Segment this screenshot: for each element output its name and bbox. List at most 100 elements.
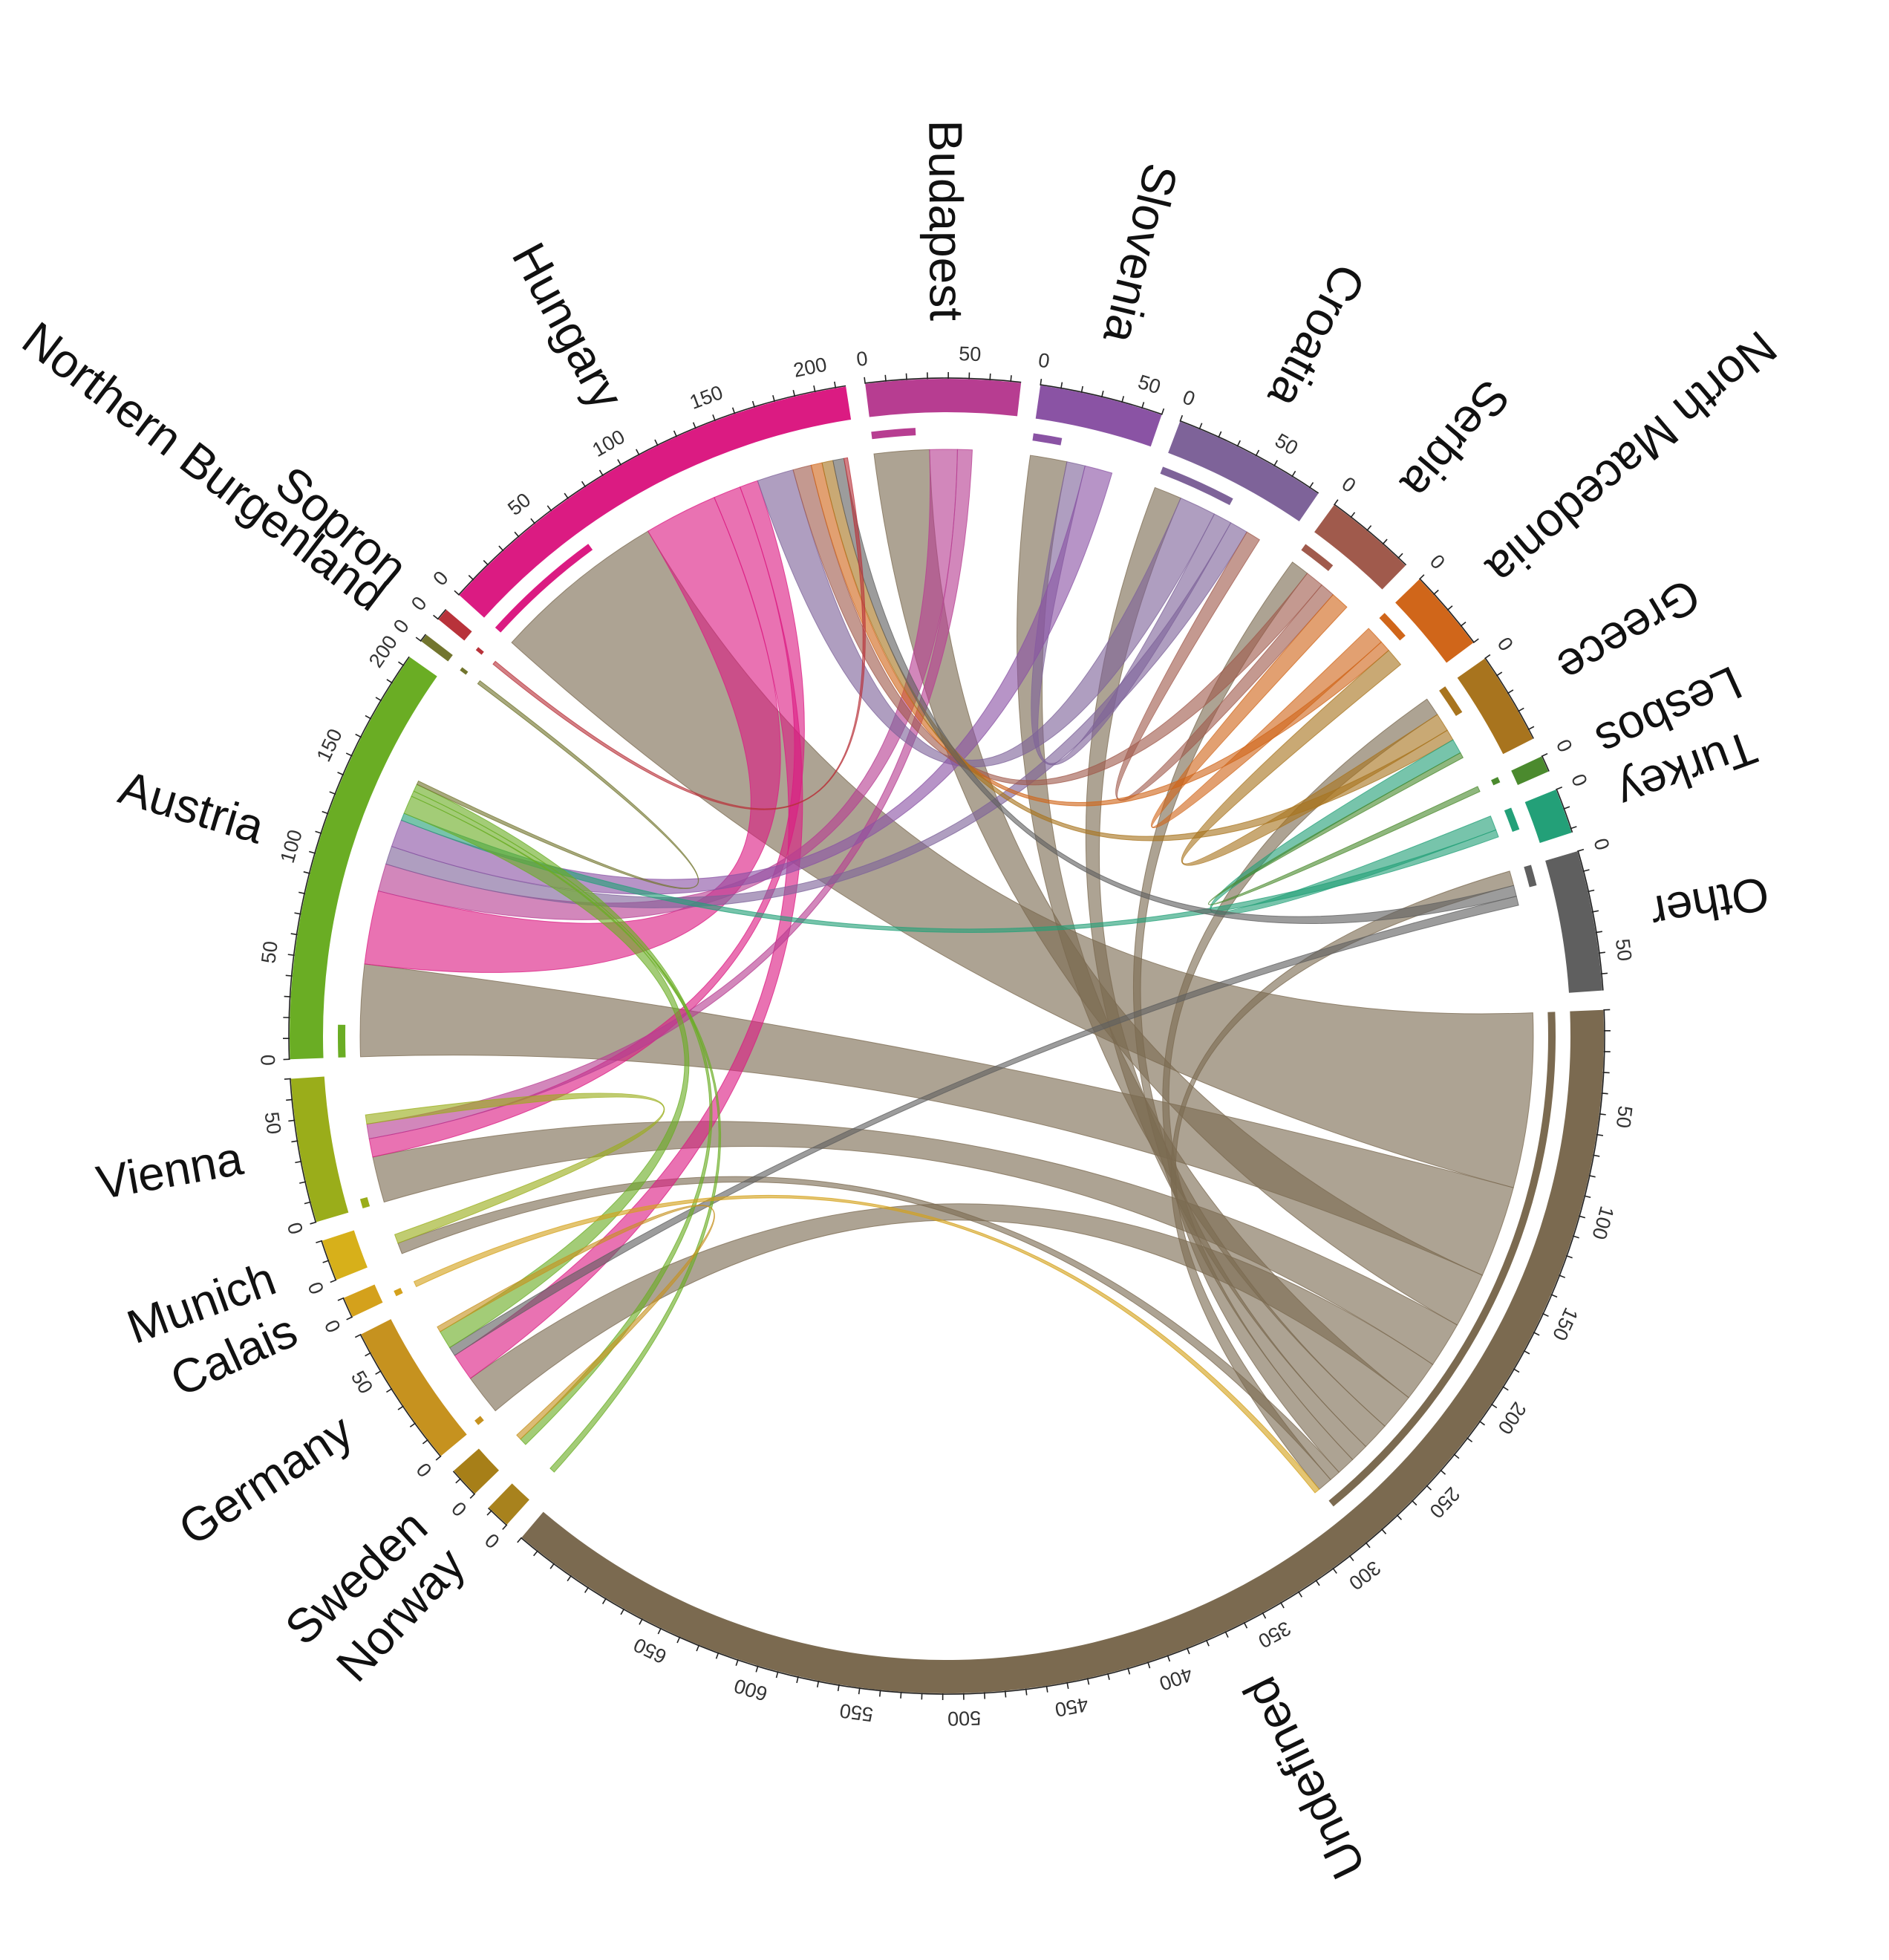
outflow-track-other (1524, 865, 1537, 888)
tick-label: 50 (1611, 937, 1637, 963)
sector-arc-sweden (454, 1448, 499, 1494)
tick-label: 50 (1271, 429, 1302, 460)
outflow-track-serbia (1301, 544, 1334, 571)
chord-calais-to-undefined (413, 1194, 1320, 1494)
tick-label: 200 (365, 631, 402, 671)
axis-line (521, 1009, 1605, 1695)
chord-hungary-to-vienna (368, 480, 805, 1158)
chord-turkey-to-austria (400, 813, 1499, 933)
tick-label: 50 (503, 489, 535, 520)
chord-north-macedonia-to-serbia (1151, 593, 1382, 828)
outflow-track-north-macedonia (1379, 613, 1406, 641)
axis-line (458, 385, 846, 596)
tick-label: 0 (256, 1054, 279, 1066)
tick-mark (1333, 499, 1339, 506)
sector-arc-austria (289, 657, 437, 1060)
chord-budapest-to-austria (377, 449, 958, 920)
axis-line (1334, 504, 1407, 566)
tick-mark (1556, 787, 1563, 790)
chord-north-macedonia-to-hungary (810, 462, 1389, 807)
tick-label: 600 (731, 1674, 770, 1705)
tick-mark (435, 1455, 442, 1461)
sector-vienna: 50 0 Vienna (93, 1076, 371, 1237)
chord-northern-burgenland-to-austria (416, 680, 699, 890)
axis-line (359, 1334, 441, 1457)
outflow-track-turkey (1504, 807, 1520, 833)
axis-line (864, 377, 1022, 384)
tick-label: 0 (389, 615, 414, 637)
axis-line (1180, 420, 1319, 494)
sector-label-croatia: Croatia (1258, 255, 1377, 417)
tick-label: 0 (283, 1220, 307, 1237)
tick-label: 100 (589, 426, 629, 461)
sector-label-austria: Austria (113, 761, 270, 854)
tick-mark (433, 614, 440, 620)
tick-label: 150 (687, 381, 726, 414)
axis-line (321, 1240, 336, 1280)
sector-arc-northern-burgenland (421, 634, 453, 662)
chord-undefined-to-munich (397, 1176, 1340, 1480)
sector-label-slovenia: Slovenia (1093, 158, 1188, 348)
tick-label: 0 (320, 1317, 345, 1336)
tick-mark (454, 590, 460, 596)
sector-arc-greece (1457, 658, 1533, 755)
tick-label: 0 (1567, 771, 1591, 789)
outflow-track-austria (338, 1024, 346, 1058)
tick-label: 150 (1548, 1304, 1582, 1344)
tick-label: 300 (1345, 1556, 1385, 1594)
axis-line (1541, 755, 1550, 772)
tick-label: 50 (257, 940, 281, 965)
sector-label-germany: Germany (169, 1404, 362, 1556)
sector-label-budapest: Budapest (919, 120, 973, 321)
tick-mark (1484, 654, 1491, 660)
outflow-track-croatia (1160, 466, 1233, 506)
sector-arc-croatia (1168, 421, 1319, 522)
axis-line (437, 608, 447, 619)
chord-hungary-to-austria (364, 497, 781, 973)
outflow-track-slovenia (1032, 433, 1063, 446)
tick-mark (469, 1493, 476, 1499)
axis-line (1419, 578, 1475, 643)
tick-label: 0 (480, 1529, 503, 1553)
tick-label: 0 (1552, 736, 1577, 755)
outflow-track-greece (1439, 686, 1463, 717)
outflow-track-sopron (475, 647, 484, 655)
sector-arc-munich (322, 1230, 368, 1280)
outflow-track-northern-burgenland (460, 667, 469, 675)
tick-mark (354, 1333, 362, 1338)
chord-greece-to-north-macedonia (1181, 649, 1448, 866)
sector-arc-turkey (1524, 789, 1572, 844)
axis-line (290, 1078, 316, 1222)
tick-label: 150 (313, 726, 347, 766)
tick-label: 400 (1156, 1663, 1195, 1695)
tick-label: 50 (1135, 371, 1164, 399)
tick-mark (1472, 638, 1479, 644)
tick-label: 0 (1037, 349, 1051, 373)
chord-lesbos-to-greece (1207, 752, 1481, 905)
outflow-track-hungary (495, 544, 593, 633)
tick-label: 50 (1612, 1104, 1637, 1129)
axis-line (288, 656, 410, 1060)
tick-label: 0 (428, 567, 452, 590)
tick-label: 50 (347, 1367, 377, 1397)
sector-label-hungary: Hungary (502, 234, 634, 417)
sector-arc-serbia (1314, 505, 1406, 590)
sector-label-vienna: Vienna (93, 1131, 247, 1210)
axis-line (487, 1507, 507, 1526)
tick-mark (337, 1297, 345, 1301)
tick-label: 200 (1493, 1398, 1530, 1438)
sector-label-serbia: Serbia (1391, 370, 1521, 509)
tick-label: 0 (407, 592, 431, 615)
tick-label: 0 (1426, 550, 1449, 574)
sector-other: 0 50 Other (1524, 836, 1773, 993)
tick-mark (310, 1221, 317, 1225)
chord-vienna-to-munich (365, 1093, 665, 1244)
chord-serbia-to-hungary (792, 464, 1322, 786)
chord-budapest-to-vienna (366, 449, 973, 1139)
sector-arcs: 0Norway0Sweden500Germany0Calais0Munich50… (13, 120, 1787, 1887)
axis-line (1577, 850, 1604, 991)
sector-arc-slovenia (1035, 385, 1162, 447)
sector-label-northern-burgenland: Northern Burgenland (13, 311, 396, 621)
chord-ribbons (359, 449, 1534, 1494)
